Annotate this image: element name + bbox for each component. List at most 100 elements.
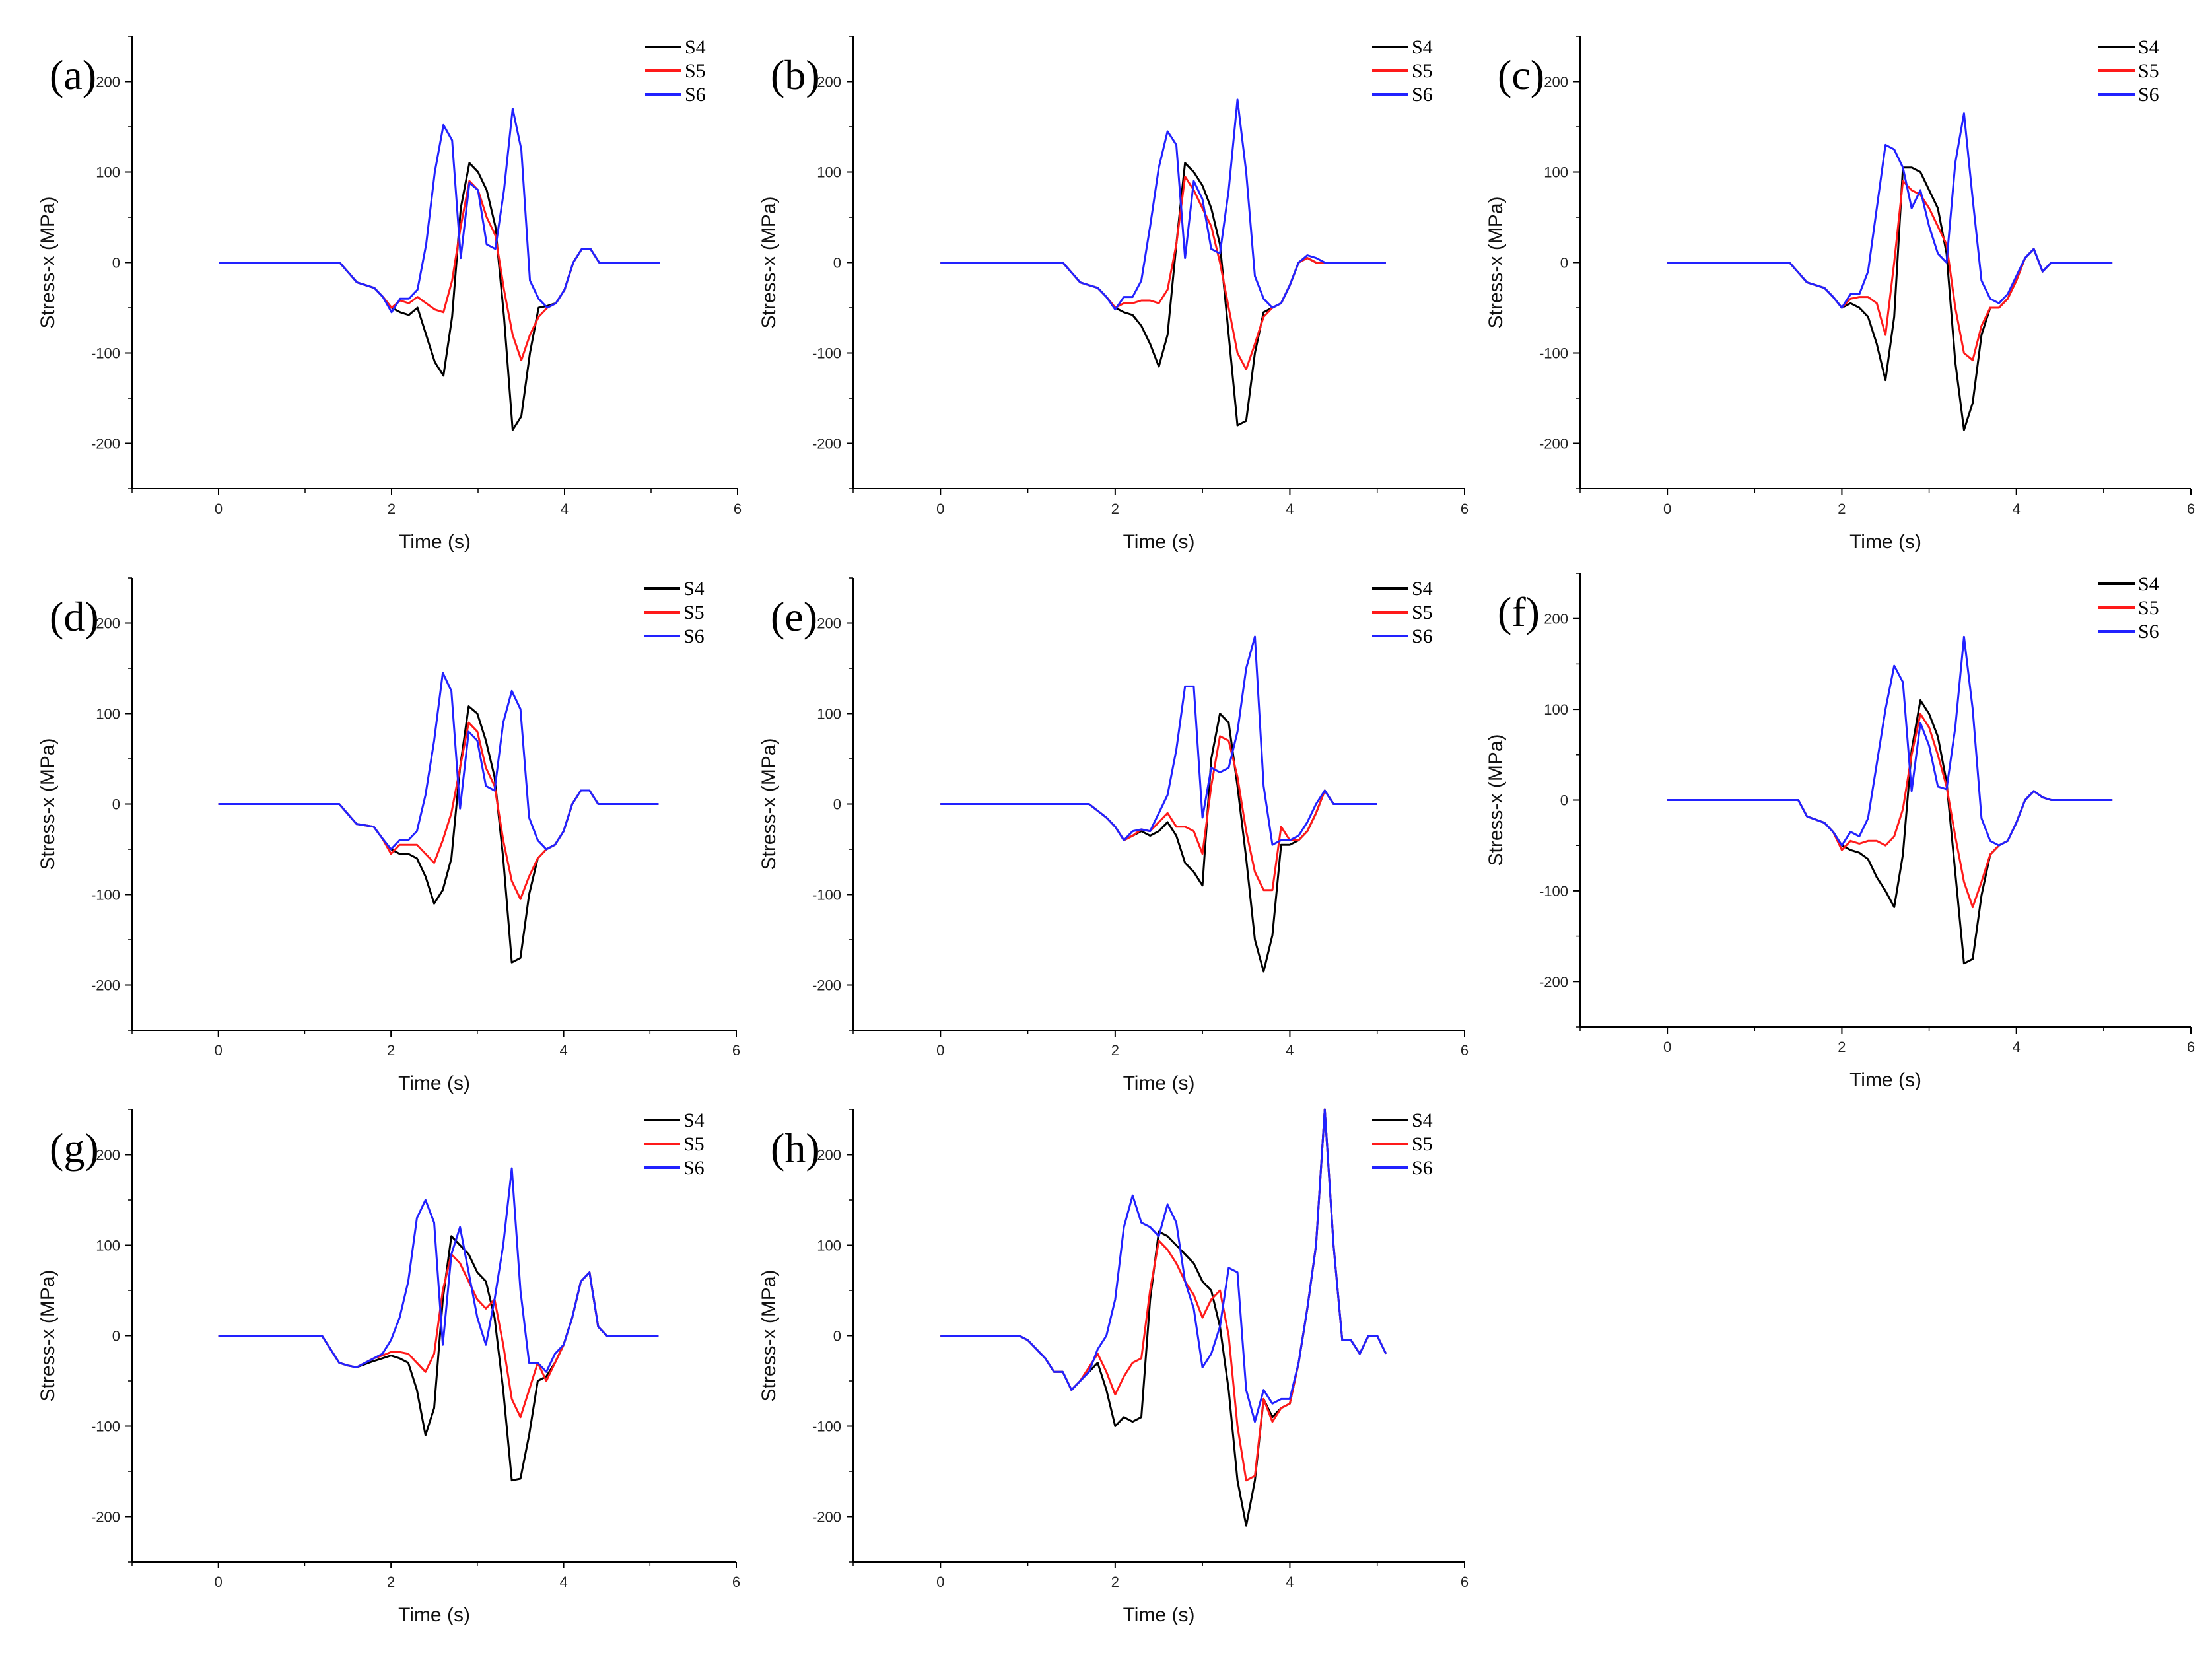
y-axis-title: Stress-x (MPa) — [758, 196, 780, 328]
x-axis-title: Time (s) — [399, 531, 471, 553]
y-tick-label: 0 — [112, 796, 120, 813]
series-line-s6 — [940, 1108, 1387, 1423]
x-axis-title: Time (s) — [1849, 1069, 1921, 1091]
y-tick-label: -100 — [91, 887, 120, 903]
chart-panel: 0 2 4 6 -200 -100 0 100 200 Time (s) Stress-x (MPa… — [1485, 36, 2195, 553]
x-axis-title: Time (s) — [1123, 531, 1195, 553]
x-axis-title: Time (s) — [1123, 1073, 1195, 1094]
series-line-s5 — [940, 175, 1386, 370]
legend-label: S5 — [2138, 597, 2159, 619]
x-axis-title: Time (s) — [1849, 531, 1921, 553]
y-tick-label: 200 — [817, 616, 841, 632]
legend-label: S6 — [685, 84, 706, 106]
legend-label: S6 — [2138, 84, 2159, 106]
series-line-s4 — [219, 162, 660, 431]
y-tick-label: -200 — [812, 1509, 841, 1526]
x-axis-title: Time (s) — [1123, 1604, 1195, 1626]
y-axis-title: Stress-x (MPa) — [758, 1269, 780, 1401]
panel-label: (h) — [771, 1125, 820, 1172]
legend-label: S6 — [1412, 625, 1433, 647]
panel-label: (e) — [771, 593, 817, 640]
legend-label: S6 — [683, 625, 705, 647]
legend-label: S6 — [1412, 84, 1433, 106]
legend-label: S6 — [1412, 1157, 1433, 1179]
legend-label: S5 — [2138, 60, 2159, 82]
y-tick-label: 100 — [96, 164, 120, 181]
y-tick-label: 0 — [1560, 255, 1568, 271]
series-line-s4 — [218, 705, 659, 964]
y-tick-label: -100 — [812, 1419, 841, 1435]
x-tick-label: 0 — [1663, 1039, 1671, 1055]
y-tick-label: 200 — [96, 74, 120, 90]
x-tick-label: 6 — [732, 1574, 740, 1590]
series-line-s6 — [1667, 635, 2113, 847]
chart-panel: 0 2 4 6 -200 -100 0 100 200 Time (s) Stress-x (MPa… — [37, 36, 742, 553]
panel-label: (d) — [50, 593, 99, 640]
series-line-s6 — [940, 635, 1377, 846]
x-tick-label: 2 — [388, 501, 396, 517]
y-tick-label: -100 — [91, 345, 120, 362]
x-tick-label: 4 — [1286, 1574, 1294, 1590]
x-tick-label: 0 — [936, 501, 944, 517]
legend-label: S5 — [1412, 60, 1433, 82]
panel-label: (g) — [50, 1125, 99, 1172]
y-tick-label: -200 — [91, 977, 120, 994]
series-line-s5 — [940, 735, 1377, 892]
chart-panel: 0 2 4 6 -200 -100 0 100 200 Time (s) Stress-x (MPa… — [758, 36, 1469, 553]
y-tick-label: -200 — [1539, 973, 1568, 990]
legend-label: S6 — [2138, 621, 2159, 643]
y-tick-label: -200 — [1539, 436, 1568, 452]
y-tick-label: 200 — [1544, 74, 1568, 90]
series-line-s6 — [218, 1167, 659, 1373]
y-axis-title: Stress-x (MPa) — [37, 1269, 59, 1401]
x-tick-label: 6 — [2187, 1039, 2195, 1055]
legend-label: S5 — [1412, 602, 1433, 623]
y-tick-label: 100 — [1544, 164, 1568, 181]
legend-label: S5 — [683, 1133, 705, 1155]
y-tick-label: 0 — [1560, 792, 1568, 809]
legend-label: S4 — [683, 578, 705, 600]
legend-label: S4 — [2138, 573, 2159, 595]
x-tick-label: 0 — [936, 1042, 944, 1059]
chart-panel: 0 2 4 6 -200 -100 0 100 200 Time (s) Stress-x (MPa… — [758, 577, 1469, 1094]
panel-label: (c) — [1498, 52, 1544, 98]
y-tick-label: -200 — [812, 977, 841, 994]
x-tick-label: 4 — [559, 1042, 567, 1059]
x-tick-label: 0 — [215, 1574, 223, 1590]
y-tick-label: 100 — [1544, 701, 1568, 718]
x-tick-label: 0 — [215, 501, 223, 517]
chart-panel: 0 2 4 6 -200 -100 0 100 200 Time (s) Stress-x (MPa… — [758, 1108, 1469, 1626]
y-tick-label: 100 — [817, 706, 841, 722]
series-line-s5 — [1667, 180, 2113, 361]
legend-label: S4 — [1412, 1109, 1433, 1131]
x-tick-label: 4 — [561, 501, 569, 517]
y-axis-title: Stress-x (MPa) — [1485, 734, 1507, 866]
y-tick-label: -100 — [812, 887, 841, 903]
y-tick-label: 200 — [817, 1147, 841, 1164]
series-line-s6 — [940, 98, 1386, 311]
y-tick-label: 200 — [1544, 611, 1568, 627]
x-tick-label: 0 — [936, 1574, 944, 1590]
series-line-s5 — [218, 721, 659, 900]
y-tick-label: 0 — [112, 255, 120, 271]
x-tick-label: 6 — [1461, 1042, 1469, 1059]
y-axis-title: Stress-x (MPa) — [37, 196, 59, 328]
x-axis-title: Time (s) — [398, 1604, 470, 1626]
series-line-s5 — [219, 180, 660, 361]
x-tick-label: 2 — [1111, 1042, 1119, 1059]
panel-label: (a) — [50, 52, 96, 98]
y-tick-label: -200 — [91, 436, 120, 452]
series-line-s6 — [1667, 112, 2113, 309]
x-tick-label: 0 — [1663, 501, 1671, 517]
chart-panel: 0 2 4 6 -200 -100 0 100 200 Time (s) Stress-x (MPa… — [37, 1109, 740, 1626]
y-tick-label: -100 — [1539, 883, 1568, 899]
series-line-s4 — [940, 162, 1386, 427]
legend-label: S5 — [685, 60, 706, 82]
y-tick-label: 0 — [833, 1328, 841, 1345]
x-tick-label: 4 — [2013, 501, 2021, 517]
legend-label: S5 — [683, 602, 705, 623]
y-tick-label: 200 — [96, 1147, 120, 1164]
chart-panel: 0 2 4 6 -200 -100 0 100 200 Time (s) Stress-x (MPa… — [37, 577, 740, 1094]
x-tick-label: 4 — [1286, 501, 1294, 517]
